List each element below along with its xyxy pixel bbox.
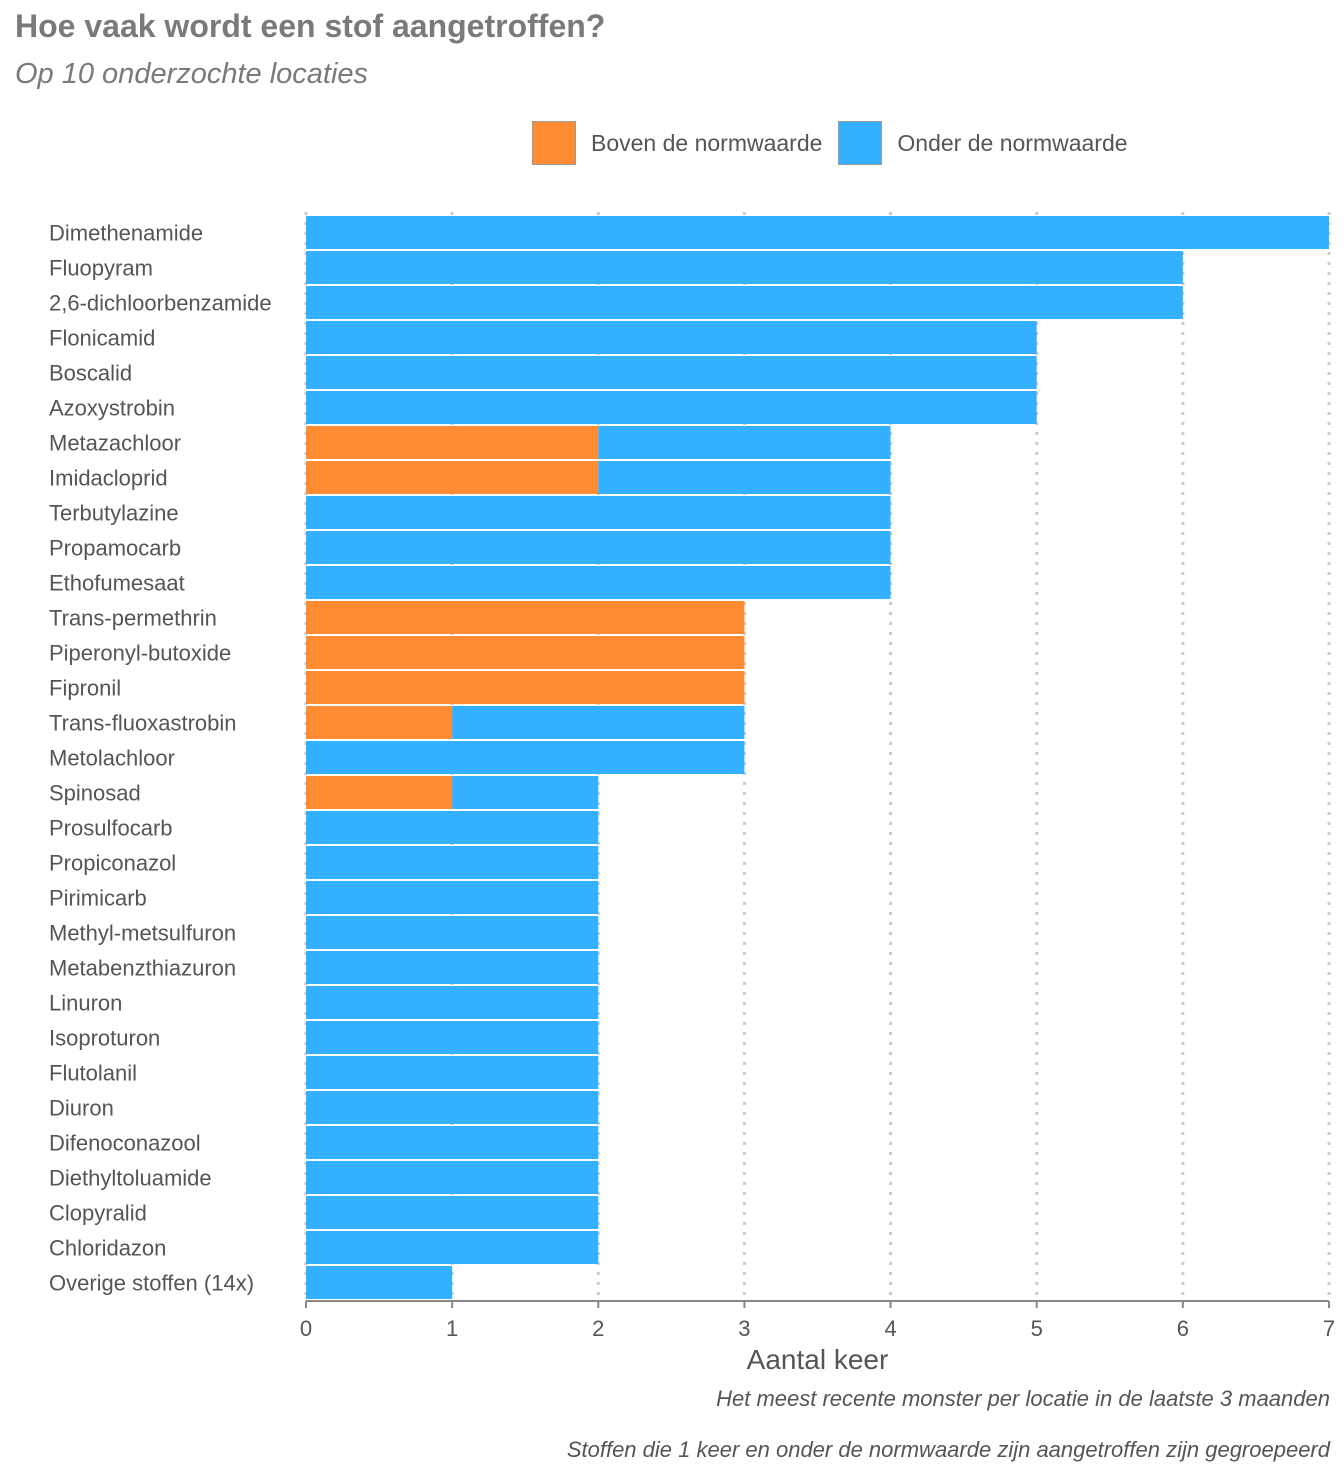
bar-below-23: [306, 1021, 599, 1054]
bar-above-7: [306, 461, 599, 494]
bar-below-6: [598, 426, 891, 459]
legend-label-below: Onder de normwaarde: [897, 129, 1128, 156]
legend-item-below: Onder de normwaarde: [838, 121, 1128, 165]
bar-below-21: [306, 951, 599, 984]
legend: Boven de normwaarde Onder de normwaarde: [532, 121, 1144, 165]
bar-below-1: [306, 251, 1183, 284]
bar-below-15: [306, 741, 745, 774]
bar-below-17: [306, 811, 599, 844]
category-label: Ethofumesaat: [49, 571, 185, 596]
legend-swatch-above: [532, 121, 576, 165]
bar-above-16: [306, 776, 453, 809]
category-label: Flutolanil: [49, 1061, 137, 1086]
category-label: Metabenzthiazuron: [49, 956, 236, 981]
bar-above-13: [306, 671, 745, 704]
bar-below-28: [306, 1196, 599, 1229]
x-tick-label: 2: [592, 1316, 604, 1341]
legend-label-above: Boven de normwaarde: [591, 129, 823, 156]
category-label: Pirimicarb: [49, 886, 147, 911]
category-label: Spinosad: [49, 781, 141, 806]
bar-below-5: [306, 391, 1037, 424]
category-label: Metazachloor: [49, 431, 181, 456]
category-label: Methyl-metsulfuron: [49, 921, 236, 946]
bar-below-27: [306, 1161, 599, 1194]
bar-below-19: [306, 881, 599, 914]
category-label: Overige stoffen (14x): [49, 1271, 254, 1296]
bar-above-14: [306, 706, 453, 739]
bar-below-3: [306, 321, 1037, 354]
x-tick-label: 6: [1177, 1316, 1189, 1341]
bar-below-4: [306, 356, 1037, 389]
bar-below-8: [306, 496, 891, 529]
bar-below-9: [306, 531, 891, 564]
category-label: Propiconazol: [49, 851, 176, 876]
bar-below-29: [306, 1231, 599, 1264]
category-label: Trans-fluoxastrobin: [49, 711, 236, 736]
chart-subtitle: Op 10 onderzochte locaties: [15, 58, 369, 90]
bar-above-11: [306, 601, 745, 634]
bar-above-6: [306, 426, 599, 459]
category-label: Flonicamid: [49, 326, 155, 351]
bar-below-22: [306, 986, 599, 1019]
category-label: Prosulfocarb: [49, 816, 173, 841]
bar-below-16: [452, 776, 599, 809]
bar-above-12: [306, 636, 745, 669]
x-tick-label: 4: [884, 1316, 896, 1341]
x-tick-label: 1: [446, 1316, 458, 1341]
category-label: Imidacloprid: [49, 466, 168, 491]
x-axis-title: Aantal keer: [747, 1344, 889, 1375]
category-label: Fluopyram: [49, 256, 153, 281]
caption-2: Stoffen die 1 keer en onder de normwaard…: [566, 1437, 1330, 1462]
legend-item-above: Boven de normwaarde: [532, 121, 822, 165]
category-label: Boscalid: [49, 361, 132, 386]
category-label: Metolachloor: [49, 746, 175, 771]
category-label: Piperonyl-butoxide: [49, 641, 231, 666]
bar-below-26: [306, 1126, 599, 1159]
chart-title: Hoe vaak wordt een stof aangetroffen?: [15, 8, 606, 44]
bar-below-10: [306, 566, 891, 599]
category-label: Fipronil: [49, 676, 121, 701]
category-label: Chloridazon: [49, 1236, 166, 1261]
bar-below-14: [452, 706, 745, 739]
category-label: Terbutylazine: [49, 501, 179, 526]
bar-below-18: [306, 846, 599, 879]
category-label: Diuron: [49, 1096, 114, 1121]
x-tick-label: 5: [1031, 1316, 1043, 1341]
category-label: Trans-permethrin: [49, 606, 217, 631]
x-tick-label: 3: [738, 1316, 750, 1341]
bar-below-30: [306, 1266, 453, 1299]
x-tick-label: 7: [1323, 1316, 1335, 1341]
bar-below-20: [306, 916, 599, 949]
category-label: 2,6-dichloorbenzamide: [49, 291, 272, 316]
category-label: Diethyltoluamide: [49, 1166, 212, 1191]
category-label: Propamocarb: [49, 536, 181, 561]
bar-below-24: [306, 1056, 599, 1089]
bar-below-25: [306, 1091, 599, 1124]
category-label: Isoproturon: [49, 1026, 160, 1051]
bar-below-0: [306, 216, 1329, 249]
bar-below-7: [598, 461, 891, 494]
category-label: Dimethenamide: [49, 221, 203, 246]
caption-1: Het meest recente monster per locatie in…: [716, 1386, 1330, 1411]
bar-below-2: [306, 286, 1183, 319]
category-label: Linuron: [49, 991, 122, 1016]
category-label: Difenoconazool: [49, 1131, 201, 1156]
category-label: Azoxystrobin: [49, 396, 175, 421]
category-label: Clopyralid: [49, 1201, 147, 1226]
x-tick-label: 0: [300, 1316, 312, 1341]
legend-swatch-below: [838, 121, 883, 165]
